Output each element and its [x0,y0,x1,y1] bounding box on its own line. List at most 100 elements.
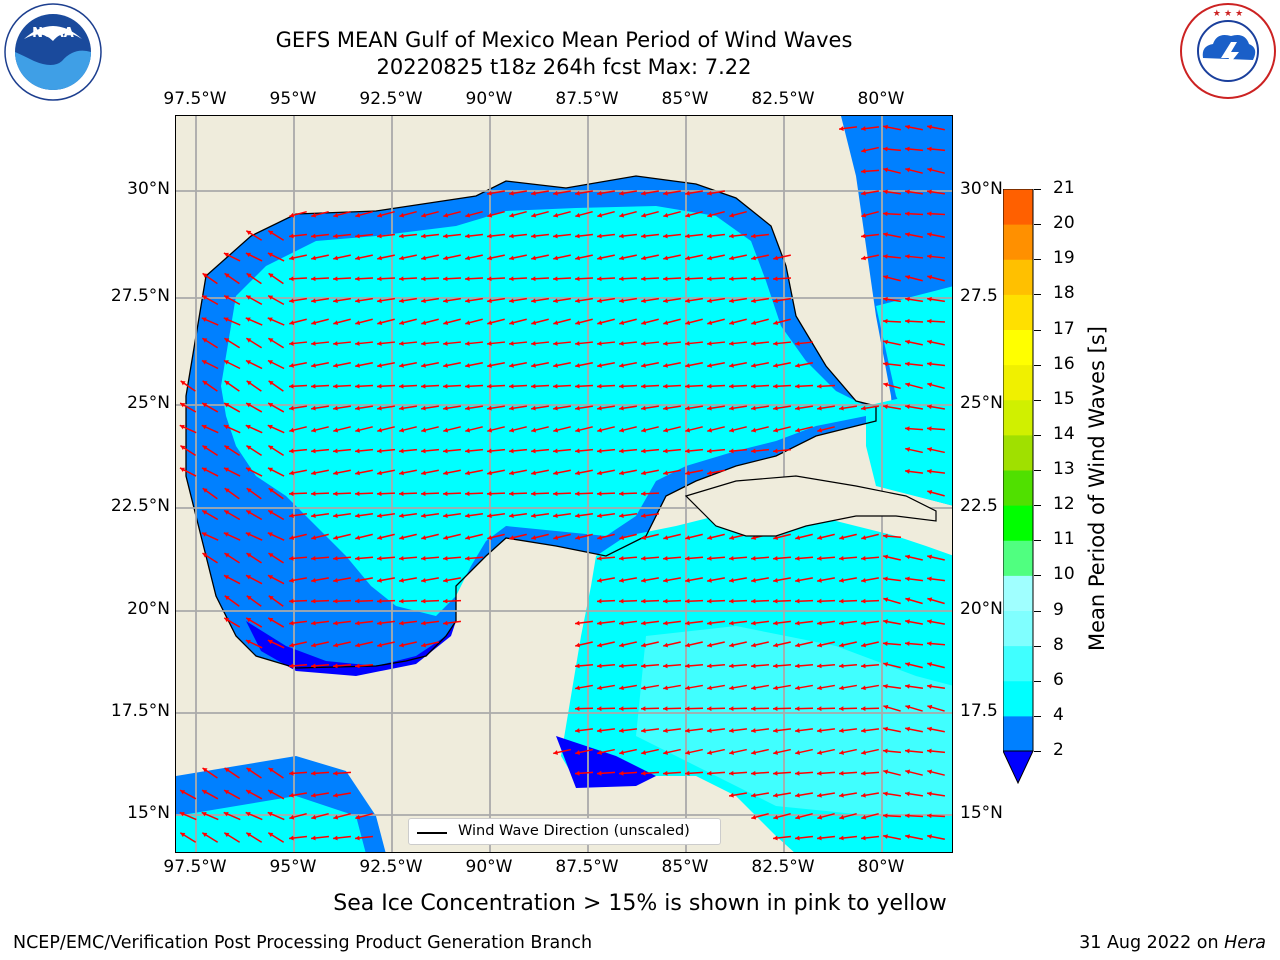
wave-direction-arrow [377,533,395,540]
wave-direction-arrow [597,469,615,476]
colorbar-segment [1003,470,1033,506]
wave-direction-arrow [685,254,703,261]
wave-direction-arrow [597,641,615,648]
wave-direction-arrow [684,598,704,604]
tick-label: 30°N [127,179,170,199]
wave-direction-arrow [354,448,374,454]
wave-direction-arrow [508,233,528,239]
wave-direction-arrow [861,812,879,820]
colorbar-segment [1003,680,1033,717]
wave-direction-arrow [882,641,902,646]
wave-direction-arrow [618,448,638,454]
wave-direction-arrow [905,275,923,282]
wave-direction-arrow [926,211,946,217]
wave-direction-arrow [860,168,880,174]
wave-direction-arrow [728,556,748,561]
wave-direction-arrow [618,233,638,239]
wave-direction-arrow [795,812,813,820]
wave-direction-arrow [575,426,593,433]
wave-direction-arrow [596,556,616,561]
wave-direction-arrow [619,318,637,325]
wave-direction-arrow [706,190,726,196]
tick-label: 17 [1053,318,1075,339]
wave-direction-arrow [398,297,418,304]
wave-direction-arrow [904,318,924,324]
wave-direction-arrow [376,276,396,282]
wave-direction-arrow [376,405,396,411]
wave-direction-arrow [267,509,285,521]
wave-direction-arrow [354,835,374,841]
colorbar-under-arrow [1002,750,1034,785]
wave-direction-arrow [905,619,923,625]
footer-host: Hera [1224,933,1266,953]
wave-direction-arrow [684,728,704,733]
wave-direction-arrow [575,684,593,691]
wave-direction-arrow [399,254,417,261]
wave-direction-arrow [882,361,902,367]
wave-direction-arrow [926,813,946,819]
tick-label: 92.5°W [359,89,423,109]
wave-direction-arrow [223,574,241,585]
wave-direction-arrow [508,383,528,389]
sea-ice-note: Sea Ice Concentration > 15% is shown in … [333,891,947,916]
wave-direction-arrow [728,233,748,239]
wave-direction-arrow [750,297,770,304]
wave-direction-arrow [795,426,813,433]
wave-direction-arrow [553,318,571,325]
svg-text:★ ★ ★: ★ ★ ★ [1213,9,1243,19]
wave-direction-arrow [288,513,308,519]
wave-direction-arrow [816,663,836,669]
wave-direction-arrow [860,126,880,131]
wave-direction-arrow [355,812,373,820]
wave-direction-arrow [685,577,703,583]
wave-direction-arrow [530,276,550,282]
wave-direction-arrow [839,641,857,648]
colorbar-tick-mark [1034,399,1041,401]
wave-direction-arrow [530,233,550,239]
wave-direction-arrow [926,469,946,474]
wave-direction-arrow [246,380,262,392]
wave-direction-arrow [268,767,284,779]
wave-direction-arrow [465,469,483,476]
wave-direction-arrow [751,577,769,583]
wave-direction-arrow [486,405,506,411]
wave-direction-arrow [596,297,616,304]
tick-label: 22.5 [960,496,998,516]
wave-direction-arrow [246,445,262,456]
tick-label: 85°W [661,89,709,109]
wave-direction-arrow [202,767,218,779]
wave-direction-arrow [509,254,527,261]
tick-label: 95°W [269,857,317,877]
wave-direction-arrow [202,487,218,500]
wave-direction-arrow [552,513,572,519]
wave-direction-arrow [596,598,616,604]
wave-direction-arrow [772,405,792,411]
wave-direction-arrow [245,230,263,241]
wave-direction-arrow [905,232,923,239]
gulf-inner-band [221,206,866,616]
wave-direction-arrow [905,554,923,561]
wave-direction-arrow [575,469,593,476]
wave-direction-arrow [597,426,615,433]
cuba-landmass [684,475,937,537]
wave-direction-arrow [311,210,329,218]
wave-direction-arrow [289,641,307,648]
wave-direction-arrow [399,361,417,368]
wave-direction-arrow [223,359,241,370]
wave-direction-arrow [663,210,681,218]
wave-direction-arrow [751,254,769,261]
wave-direction-arrow [398,620,418,626]
wave-direction-arrow [311,812,329,820]
wave-direction-arrow [662,405,682,411]
wave-direction-arrow [179,402,197,413]
wave-direction-arrow [310,513,330,519]
colorbar [1002,188,1035,785]
wave-direction-arrow [750,556,770,561]
wave-direction-arrow [861,254,879,261]
wave-direction-arrow [574,663,594,669]
colorbar-tick-mark [1034,645,1041,647]
wave-direction-arrow [574,620,594,626]
wave-direction-arrow [927,704,945,712]
wave-direction-arrow [751,748,769,755]
wave-direction-arrow [596,383,616,389]
